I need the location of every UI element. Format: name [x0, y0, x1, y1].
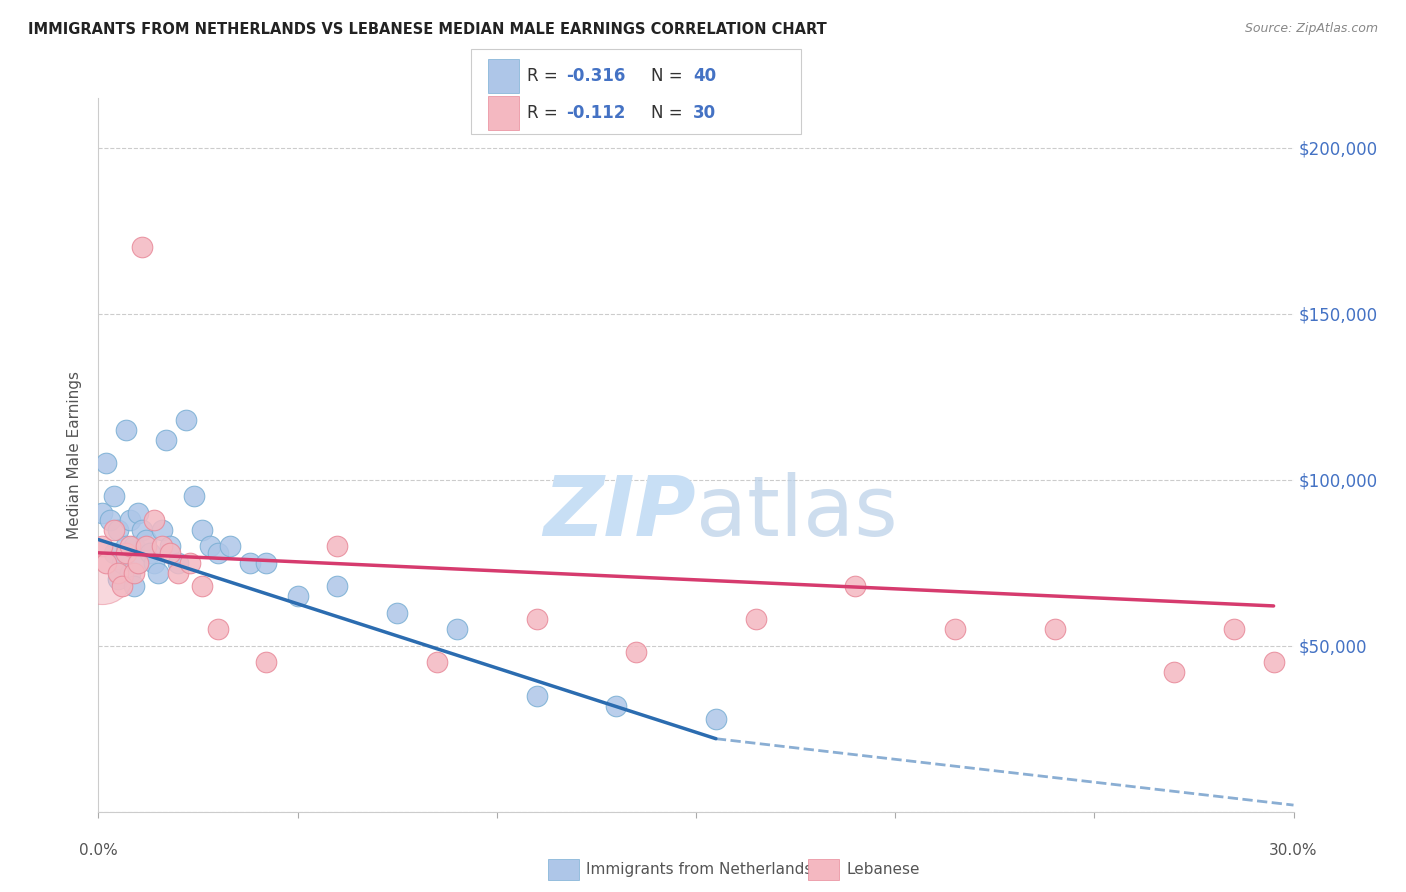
- Point: [91, 506, 114, 520]
- Point: [148, 566, 170, 580]
- Text: Lebanese: Lebanese: [846, 863, 920, 877]
- Point: [135, 539, 157, 553]
- Point: [174, 413, 197, 427]
- Point: [1222, 622, 1246, 636]
- Point: [179, 556, 201, 570]
- Point: [127, 556, 149, 570]
- Point: [239, 556, 262, 570]
- Point: [943, 622, 966, 636]
- Point: [131, 523, 153, 537]
- Point: [91, 566, 114, 580]
- Point: [107, 573, 129, 587]
- Point: [107, 523, 129, 537]
- Point: [526, 689, 548, 703]
- Point: [115, 546, 138, 560]
- Point: [1043, 622, 1066, 636]
- Text: R =: R =: [527, 67, 564, 85]
- Point: [115, 539, 138, 553]
- Text: R =: R =: [527, 104, 564, 122]
- Point: [1163, 665, 1185, 680]
- Point: [124, 539, 146, 553]
- Point: [120, 539, 142, 553]
- Point: [150, 523, 173, 537]
- Point: [139, 546, 162, 560]
- Point: [326, 539, 349, 553]
- Point: [207, 622, 229, 636]
- Point: [115, 423, 138, 437]
- Point: [745, 612, 768, 626]
- Point: [254, 656, 277, 670]
- Point: [100, 513, 122, 527]
- Point: [107, 566, 129, 580]
- Point: [96, 456, 118, 470]
- Point: [167, 566, 190, 580]
- Text: 30: 30: [693, 104, 716, 122]
- Text: ZIP: ZIP: [543, 472, 696, 552]
- Text: -0.112: -0.112: [567, 104, 626, 122]
- Point: [207, 546, 229, 560]
- Text: -0.316: -0.316: [567, 67, 626, 85]
- Point: [111, 579, 134, 593]
- Point: [704, 712, 727, 726]
- Point: [124, 579, 146, 593]
- Point: [159, 539, 181, 553]
- Point: [1263, 656, 1285, 670]
- Point: [127, 506, 149, 520]
- Point: [124, 566, 146, 580]
- Point: [385, 606, 409, 620]
- Point: [103, 523, 125, 537]
- Point: [254, 556, 277, 570]
- Point: [143, 556, 166, 570]
- Point: [120, 513, 142, 527]
- Point: [605, 698, 627, 713]
- Point: [143, 513, 166, 527]
- Text: atlas: atlas: [696, 472, 897, 552]
- Point: [155, 433, 177, 447]
- Text: N =: N =: [651, 67, 688, 85]
- Point: [91, 539, 114, 553]
- Point: [426, 656, 449, 670]
- Point: [191, 523, 214, 537]
- Y-axis label: Median Male Earnings: Median Male Earnings: [67, 371, 83, 539]
- Point: [446, 622, 468, 636]
- Text: N =: N =: [651, 104, 688, 122]
- Point: [844, 579, 866, 593]
- Point: [111, 556, 134, 570]
- Point: [150, 539, 173, 553]
- Text: Source: ZipAtlas.com: Source: ZipAtlas.com: [1244, 22, 1378, 36]
- Point: [198, 539, 221, 553]
- Text: IMMIGRANTS FROM NETHERLANDS VS LEBANESE MEDIAN MALE EARNINGS CORRELATION CHART: IMMIGRANTS FROM NETHERLANDS VS LEBANESE …: [28, 22, 827, 37]
- Text: 30.0%: 30.0%: [1270, 843, 1317, 858]
- Text: Immigrants from Netherlands: Immigrants from Netherlands: [586, 863, 813, 877]
- Point: [103, 490, 125, 504]
- Point: [131, 240, 153, 254]
- Point: [159, 546, 181, 560]
- Point: [96, 556, 118, 570]
- Point: [127, 556, 149, 570]
- Point: [191, 579, 214, 593]
- Point: [526, 612, 548, 626]
- Point: [626, 645, 648, 659]
- Point: [183, 490, 205, 504]
- Point: [219, 539, 242, 553]
- Text: 40: 40: [693, 67, 716, 85]
- Point: [120, 566, 142, 580]
- Point: [103, 546, 125, 560]
- Point: [287, 589, 309, 603]
- Point: [326, 579, 349, 593]
- Point: [135, 533, 157, 547]
- Point: [167, 556, 190, 570]
- Text: 0.0%: 0.0%: [79, 843, 118, 858]
